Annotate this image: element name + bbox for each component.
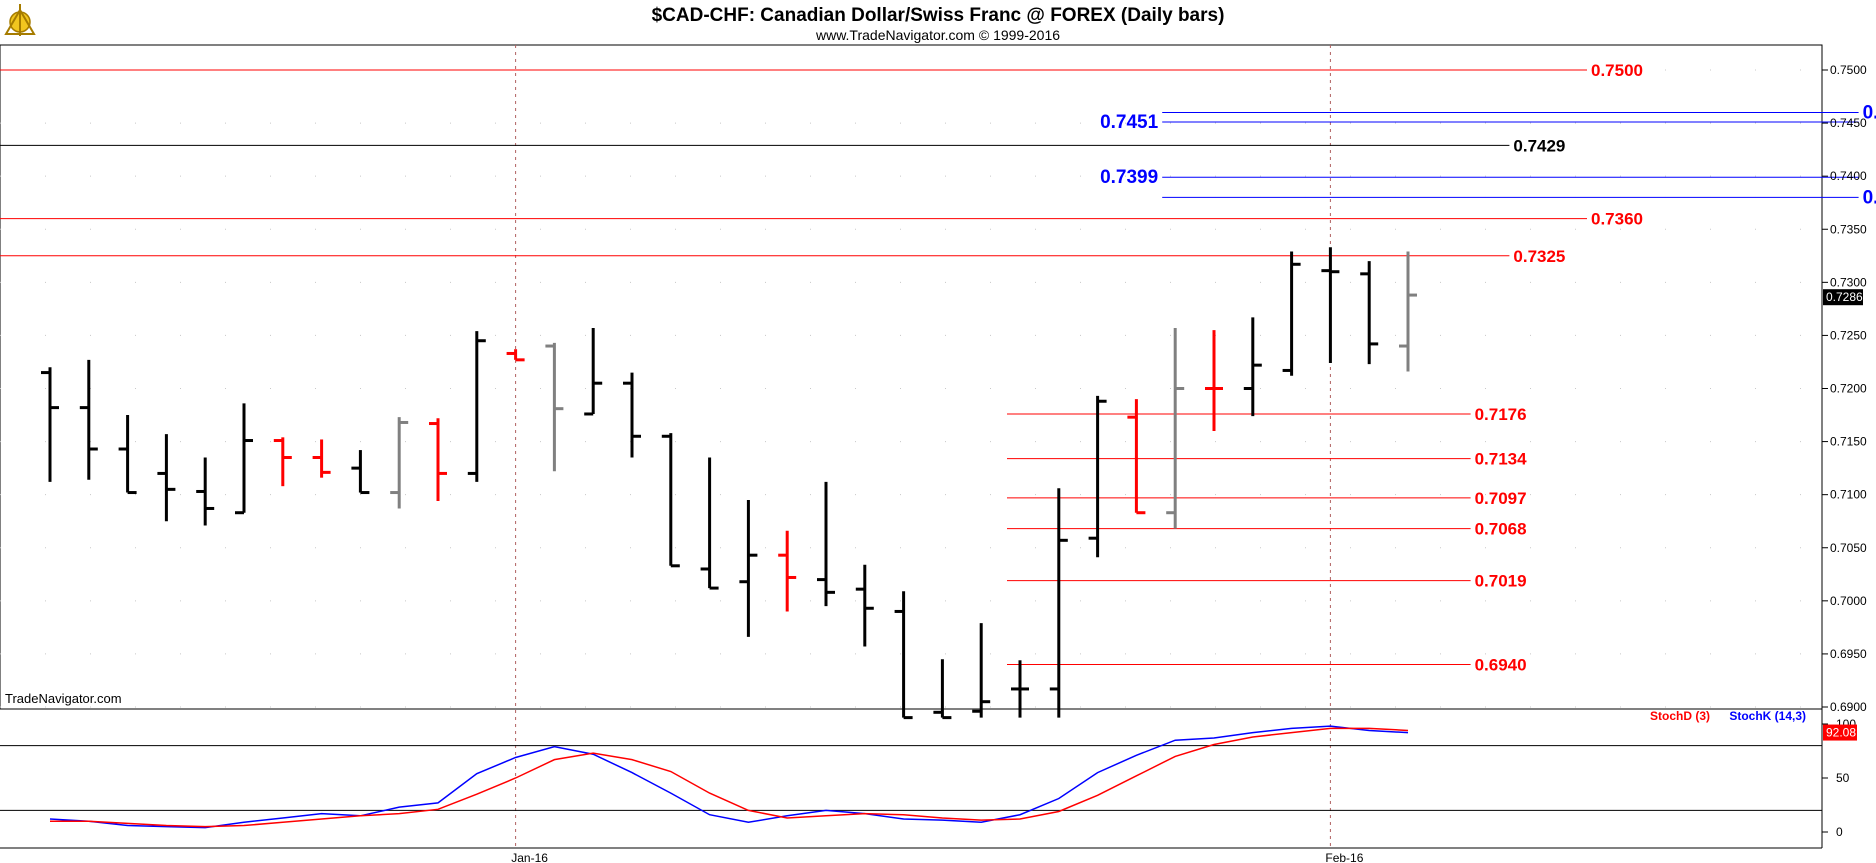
y-tick-label: 0.7400 <box>1830 169 1867 183</box>
y-tick-label: 0.7150 <box>1830 435 1867 449</box>
level-label: 0.7097 <box>1475 489 1527 508</box>
y-tick-label: 0.7450 <box>1830 116 1867 130</box>
chart-subtitle: www.TradeNavigator.com © 1999-2016 <box>815 27 1060 43</box>
ohlc-bar <box>1127 399 1146 515</box>
ohlc-bar <box>1243 317 1262 417</box>
ohlc-bar <box>661 433 680 568</box>
y-tick-label: 0.7050 <box>1830 541 1867 555</box>
ohlc-bar <box>1321 247 1340 364</box>
legend-stochk: StochK (14,3) <box>1729 709 1806 723</box>
price-bars <box>41 247 1417 720</box>
level-label: 0.7019 <box>1475 572 1527 591</box>
level-label: 0.6940 <box>1475 656 1527 675</box>
x-tick-label: Feb-16 <box>1325 851 1363 863</box>
x-axis: Jan-16 Feb-16 <box>511 851 1363 863</box>
ohlc-bar <box>584 327 603 416</box>
ohlc-bar <box>118 415 137 495</box>
ohlc-bar <box>506 349 525 362</box>
ohlc-bar <box>390 417 409 509</box>
ohlc-bar <box>79 359 98 480</box>
ohlc-bar <box>1399 251 1417 372</box>
y-tick-label: 0.7350 <box>1830 222 1867 236</box>
y-tick-label: 0.7300 <box>1830 275 1867 289</box>
last-stoch-label: 92.08 <box>1826 726 1856 740</box>
chart-title: $CAD-CHF: Canadian Dollar/Swiss Franc @ … <box>652 5 1225 26</box>
y-tick-label: 0.7500 <box>1830 63 1867 77</box>
stoch-y-tick-label: 50 <box>1836 771 1850 785</box>
level-label: 0.7451 <box>1100 112 1159 133</box>
logo-icon <box>4 4 36 36</box>
watermark: TradeNavigator.com <box>5 691 122 706</box>
ohlc-bar <box>157 434 176 522</box>
y-tick-label: 0.7000 <box>1830 594 1867 608</box>
y-tick-label: 0.6950 <box>1830 647 1867 661</box>
level-label: 0.7134 <box>1475 450 1528 469</box>
ohlc-bar <box>41 367 59 482</box>
last-stoch-marker <box>1823 724 1857 741</box>
ohlc-bar <box>817 481 835 607</box>
ohlc-bar <box>778 530 797 612</box>
level-label: 0.7429 <box>1513 136 1565 155</box>
ohlc-bar <box>545 342 564 472</box>
price-y-axis: 0.7500 0.7450 0.7400 0.7350 0.7300 0.7250 0.72… <box>1822 63 1867 714</box>
x-tick-label: Jan-16 <box>511 851 548 863</box>
level-label: 0.7068 <box>1475 520 1527 539</box>
level-label: 0.7176 <box>1475 405 1527 424</box>
ohlc-bar <box>933 659 952 720</box>
ohlc-bar <box>894 591 913 720</box>
level-label: 0.7399 <box>1100 167 1158 188</box>
ohlc-bar <box>739 499 758 637</box>
level-label: 0.7380 <box>1863 187 1876 208</box>
ohlc-bar <box>972 623 991 718</box>
ohlc-bar <box>196 457 215 526</box>
ohlc-bar <box>312 439 331 478</box>
level-label: 0.7500 <box>1591 61 1643 80</box>
ohlc-bar <box>1088 395 1107 558</box>
level-label: 0.7325 <box>1513 247 1565 266</box>
last-price-marker <box>1823 289 1863 306</box>
ohlc-bar <box>700 457 719 590</box>
stoch-y-tick-label: 0 <box>1836 825 1843 839</box>
last-price-label: 0.7286 <box>1826 290 1863 304</box>
stoch-series-line <box>49 725 1409 829</box>
grid <box>0 45 1822 848</box>
level-label: 0.7360 <box>1591 210 1643 229</box>
ohlc-bar <box>1011 660 1029 718</box>
ohlc-bar <box>1282 251 1301 376</box>
ohlc-bar <box>855 564 874 647</box>
legend-stochd: StochD (3) <box>1650 709 1710 723</box>
ohlc-bar <box>235 403 253 515</box>
y-tick-label: 0.7200 <box>1830 382 1867 396</box>
y-tick-label: 0.6900 <box>1830 700 1867 714</box>
y-tick-label: 0.7100 <box>1830 488 1867 502</box>
stoch-series-line <box>50 727 1409 828</box>
ohlc-bar <box>623 372 641 458</box>
ohlc-bar <box>351 450 370 495</box>
level-label: 0.7460 <box>1863 102 1876 123</box>
y-tick-label: 0.7250 <box>1830 328 1867 342</box>
ohlc-bar <box>273 437 292 487</box>
ohlc-bar <box>1205 330 1223 431</box>
ohlc-bar <box>1360 261 1379 365</box>
ohlc-bar <box>467 331 486 482</box>
ohlc-bar <box>1049 488 1068 718</box>
horizontal-levels: 0.7500 0.7460 0.7451 0.7429 0.7399 0.7380 0.73… <box>0 61 1876 675</box>
ohlc-bar <box>429 418 447 502</box>
ohlc-bar <box>1166 327 1185 529</box>
